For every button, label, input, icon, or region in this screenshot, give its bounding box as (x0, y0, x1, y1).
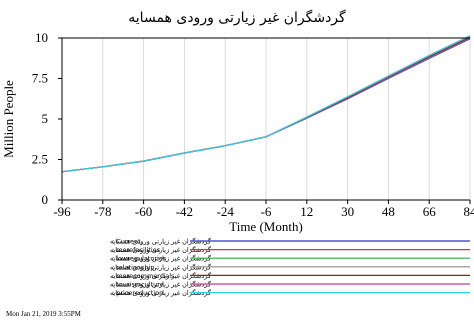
legend-label: : pricereduction (112, 289, 163, 297)
x-tick-label: 48 (382, 204, 395, 219)
x-tick-label: -6 (261, 204, 272, 219)
series-lines (61, 35, 471, 173)
y-tick-label: 0 (42, 192, 49, 207)
legend-label: : Current (112, 238, 141, 246)
legend-label: گردشگران غیر زیارتی ورودی همسایه (110, 272, 212, 280)
legend-label: گردشگران غیر زیارتی ورودی همسایه (110, 238, 212, 246)
x-tick-label: 12 (300, 204, 313, 219)
y-tick-label: 2.5 (32, 152, 48, 167)
x-tick-label: -42 (176, 204, 193, 219)
legend-label: : lowregulatories (112, 255, 167, 263)
y-axis-title: Million People (1, 80, 16, 158)
x-tick-label: -96 (53, 204, 71, 219)
legend-label: گردشگران غیر زیارتی ورودی همسایه (110, 281, 212, 289)
x-tick-label: -60 (135, 204, 152, 219)
legend-label: : morefacilities (112, 246, 161, 254)
grid (102, 38, 471, 200)
legend: گردشگران غیر زیارتی ورودی همسایه: Curren… (110, 238, 470, 297)
x-axis-title: Time (Month) (229, 219, 303, 234)
x-tick-label: -24 (217, 204, 235, 219)
legend-label: : relationship (112, 263, 154, 271)
y-tick-label: 5 (42, 111, 49, 126)
x-tick-label: -78 (94, 204, 111, 219)
legend-label: گردشگران غیر زیارتی ورودی همسایه (110, 255, 212, 263)
x-axis: -96 -78 -60 -42 -24 -6 12 30 48 66 84 (53, 200, 474, 219)
x-tick-label: 30 (341, 204, 354, 219)
legend-label: گردشگران غیر زیارتی ورودی همسایه (110, 263, 212, 271)
legend-label: گردشگران غیر زیارتی ورودی همسایه (110, 246, 212, 254)
x-tick-label: 66 (423, 204, 437, 219)
y-tick-label: 10 (35, 30, 48, 45)
chart-title: گردشگران غیر زیارتی ورودی همسایه (128, 9, 346, 26)
series-line (61, 35, 471, 173)
legend-label: گردشگران غیر زیارتی ورودی همسایه (110, 289, 212, 297)
timestamp: Mon Jan 21, 2019 3:55PM (6, 310, 82, 318)
legend-label: : tourismculture (112, 281, 164, 289)
legend-label: : morecommercials (112, 272, 175, 280)
y-axis: 0 2.5 5 7.5 10 (32, 30, 62, 207)
x-tick-label: 84 (464, 204, 474, 219)
y-tick-label: 7.5 (32, 71, 48, 86)
